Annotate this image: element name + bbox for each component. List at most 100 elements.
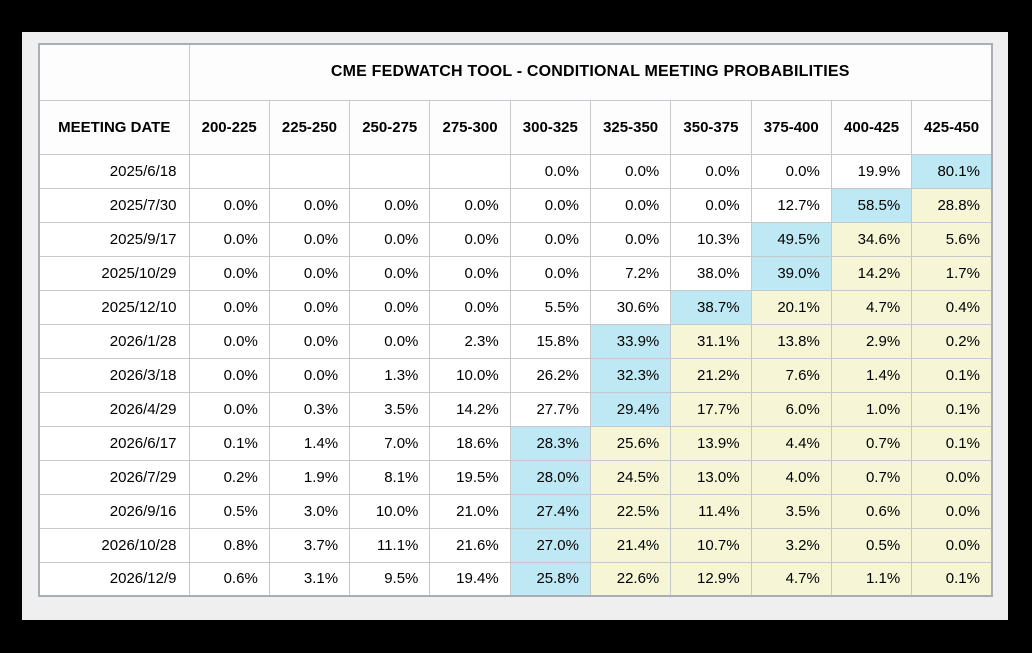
meeting-date-cell: 2026/1/28 <box>38 323 190 359</box>
probability-cell: 7.2% <box>589 255 672 291</box>
probability-cell: 19.5% <box>429 459 511 495</box>
probability-cell: 0.0% <box>188 357 270 393</box>
probability-cell: 27.4% <box>509 493 591 529</box>
probability-cell: 0.0% <box>750 153 832 189</box>
table-row: 2025/6/18 0.0% 0.0% 0.0% 0.0% 19.9% 80.1% <box>38 153 993 189</box>
probability-cell: 1.0% <box>830 391 913 427</box>
probability-cell: 17.7% <box>670 391 752 427</box>
probability-cell: 34.6% <box>830 221 913 257</box>
rate-range-header: 375-400 <box>750 99 832 155</box>
table-row: 2026/7/29 0.2% 1.9% 8.1% 19.5% 28.0% 24.5% 13.0… <box>38 459 993 495</box>
probability-cell: 0.0% <box>911 493 993 529</box>
probability-cell <box>349 153 431 189</box>
table-row: 2025/7/30 0.0% 0.0% 0.0% 0.0% 0.0% 0.0% 0.0% 12.… <box>38 187 993 223</box>
probability-cell: 32.3% <box>589 357 672 393</box>
probability-cell: 0.0% <box>349 187 431 223</box>
probability-cell: 0.0% <box>429 221 511 257</box>
probability-cell: 0.0% <box>188 391 270 427</box>
probability-cell: 11.1% <box>349 527 431 563</box>
probability-cell: 21.2% <box>670 357 752 393</box>
probability-cell: 0.0% <box>509 153 591 189</box>
probability-cell: 6.0% <box>750 391 832 427</box>
probability-cell: 0.0% <box>589 221 672 257</box>
probability-cell: 18.6% <box>429 425 511 461</box>
probability-cell: 0.0% <box>268 357 351 393</box>
probability-cell: 0.3% <box>268 391 351 427</box>
probability-cell: 0.0% <box>268 255 351 291</box>
meeting-date-cell: 2025/6/18 <box>38 153 190 189</box>
probability-cell: 7.6% <box>750 357 832 393</box>
corner-cell <box>38 43 190 101</box>
probability-cell: 0.0% <box>589 153 672 189</box>
probability-cell: 5.5% <box>509 289 591 325</box>
rate-range-header: 200-225 <box>188 99 270 155</box>
probability-cell: 24.5% <box>589 459 672 495</box>
table-row: 2026/3/18 0.0% 0.0% 1.3% 10.0% 26.2% 32.3% 21.2… <box>38 357 993 393</box>
probability-cell: 29.4% <box>589 391 672 427</box>
table-body: 2025/6/18 0.0% 0.0% 0.0% 0.0% 19.9% 80.1% 2025/… <box>38 153 993 597</box>
probability-cell: 0.0% <box>188 187 270 223</box>
probability-cell: 0.0% <box>268 289 351 325</box>
probability-cell: 0.5% <box>188 493 270 529</box>
probability-cell: 80.1% <box>911 153 993 189</box>
rate-range-header: 325-350 <box>589 99 672 155</box>
probability-cell: 3.2% <box>750 527 832 563</box>
probability-cell: 1.1% <box>830 561 913 597</box>
probability-cell: 0.0% <box>349 289 431 325</box>
probability-cell: 12.7% <box>750 187 832 223</box>
probability-cell: 0.0% <box>911 527 993 563</box>
probability-cell: 1.7% <box>911 255 993 291</box>
probability-cell: 38.7% <box>670 289 752 325</box>
probability-cell: 10.0% <box>349 493 431 529</box>
probability-cell: 26.2% <box>509 357 591 393</box>
probability-cell: 3.5% <box>750 493 832 529</box>
meeting-date-cell: 2026/4/29 <box>38 391 190 427</box>
probability-cell: 49.5% <box>750 221 832 257</box>
probability-cell: 58.5% <box>830 187 913 223</box>
probability-cell: 0.0% <box>429 289 511 325</box>
probability-cell: 0.0% <box>670 153 752 189</box>
probability-cell <box>268 153 351 189</box>
meeting-date-cell: 2026/12/9 <box>38 561 190 597</box>
probability-cell: 13.0% <box>670 459 752 495</box>
meeting-date-cell: 2025/10/29 <box>38 255 190 291</box>
probability-cell: 0.0% <box>349 221 431 257</box>
meeting-date-cell: 2025/7/30 <box>38 187 190 223</box>
probability-cell: 0.7% <box>830 459 913 495</box>
probability-cell: 22.5% <box>589 493 672 529</box>
meeting-date-cell: 2026/6/17 <box>38 425 190 461</box>
fedwatch-probabilities-table: CME FEDWATCH TOOL - CONDITIONAL MEETING … <box>38 43 993 597</box>
probability-cell: 20.1% <box>750 289 832 325</box>
probability-cell: 0.1% <box>911 425 993 461</box>
table-row: 2026/9/16 0.5% 3.0% 10.0% 21.0% 27.4% 22.5% 11.… <box>38 493 993 529</box>
probability-cell: 0.2% <box>911 323 993 359</box>
rate-range-header: 275-300 <box>429 99 511 155</box>
table-row: 2025/9/17 0.0% 0.0% 0.0% 0.0% 0.0% 0.0% 10.3% 49… <box>38 221 993 257</box>
title-row: CME FEDWATCH TOOL - CONDITIONAL MEETING … <box>38 43 993 101</box>
probability-cell: 0.0% <box>670 187 752 223</box>
table-row: 2026/6/17 0.1% 1.4% 7.0% 18.6% 28.3% 25.6% 13.9… <box>38 425 993 461</box>
probability-cell: 0.1% <box>911 561 993 597</box>
probability-cell: 0.1% <box>188 425 270 461</box>
probability-cell: 4.0% <box>750 459 832 495</box>
probability-cell: 19.4% <box>429 561 511 597</box>
probability-cell: 0.0% <box>268 221 351 257</box>
rate-range-header: 300-325 <box>509 99 591 155</box>
probability-cell: 4.4% <box>750 425 832 461</box>
probability-cell: 28.3% <box>509 425 591 461</box>
probability-cell: 22.6% <box>589 561 672 597</box>
probability-cell: 0.6% <box>188 561 270 597</box>
probability-cell: 38.0% <box>670 255 752 291</box>
probability-cell: 10.0% <box>429 357 511 393</box>
probability-cell: 25.8% <box>509 561 591 597</box>
probability-cell: 0.5% <box>830 527 913 563</box>
probability-cell: 5.6% <box>911 221 993 257</box>
probability-cell: 14.2% <box>830 255 913 291</box>
probability-cell: 21.6% <box>429 527 511 563</box>
probability-cell: 9.5% <box>349 561 431 597</box>
rate-range-header: 425-450 <box>911 99 993 155</box>
meeting-date-cell: 2025/12/10 <box>38 289 190 325</box>
probability-cell: 1.4% <box>830 357 913 393</box>
table-panel: CME FEDWATCH TOOL - CONDITIONAL MEETING … <box>22 32 1008 620</box>
